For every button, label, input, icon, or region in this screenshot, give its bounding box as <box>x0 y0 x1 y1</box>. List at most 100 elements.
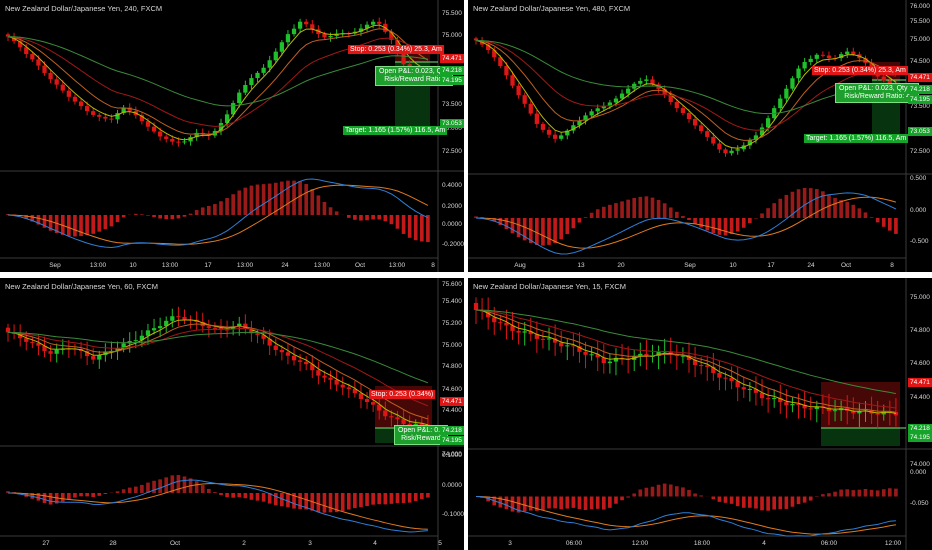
target-label: Target: 1.165 (1.57%) 116.5, Am <box>343 126 448 135</box>
candle <box>279 42 284 52</box>
macd-tick-label: 0.500 <box>910 175 927 182</box>
price-badge-entry: 74.218 <box>908 424 932 433</box>
candle <box>522 331 527 333</box>
candle <box>540 338 546 340</box>
price-tick-label: 75.500 <box>910 18 930 25</box>
macd-signal-line <box>475 196 897 249</box>
candle <box>881 76 886 81</box>
candle <box>304 21 309 25</box>
chart-pane-480[interactable]: 76.000 75.500 75.000 74.500 73.500 72.500 0.50… <box>468 0 932 272</box>
time-tick-label: 10 <box>129 262 137 269</box>
chart-15-svg[interactable]: 75.000 74.800 74.600 74.400 74.0000.000 -0.05… <box>468 278 932 550</box>
stop-zone <box>821 382 900 428</box>
candle <box>291 28 297 35</box>
candle <box>316 29 321 35</box>
candle <box>705 131 710 137</box>
candle <box>680 108 686 113</box>
candle <box>826 407 832 412</box>
price-tick-label: 76.000 <box>910 3 930 10</box>
candle <box>151 328 157 331</box>
chart-480-svg[interactable]: 76.000 75.500 75.000 74.500 73.500 72.500 0.50… <box>468 0 932 272</box>
candle <box>723 377 728 379</box>
candle <box>407 423 412 426</box>
time-tick-label: 13:00 <box>314 262 331 269</box>
candle <box>516 85 521 96</box>
candle <box>316 370 321 376</box>
candle <box>273 345 278 350</box>
candle <box>352 388 358 394</box>
candle <box>249 329 254 334</box>
candle <box>778 398 783 403</box>
price-tick-label: 75.600 <box>442 281 462 288</box>
candle <box>820 54 826 56</box>
candle <box>255 333 260 335</box>
candle <box>30 341 35 343</box>
candle <box>54 79 59 85</box>
candle <box>346 387 351 389</box>
time-tick-label: Sep <box>684 262 696 269</box>
candle <box>668 94 673 103</box>
candle <box>589 111 594 116</box>
time-tick-label: 13:00 <box>162 262 179 269</box>
price-tick-label: 73.500 <box>442 101 462 108</box>
candle <box>510 325 515 331</box>
candle <box>291 355 297 361</box>
candle <box>297 360 303 362</box>
moving-average-line <box>475 309 896 395</box>
candle <box>644 79 649 81</box>
chart-pane-60[interactable]: 75.600 75.400 75.200 75.000 74.800 74.600 74.4… <box>0 278 464 550</box>
open-pl-label: Open P&L: 0.023, Qty: 4 <box>839 85 916 92</box>
candle <box>170 316 175 321</box>
moving-average-line <box>7 24 429 141</box>
macd-signal-line <box>7 184 429 245</box>
time-tick-label: 13 <box>577 262 585 269</box>
open-pl-box: Open P&L: 0.0 Risk/Reward <box>394 425 448 445</box>
chart-240-svg[interactable]: 75.50075.00074.50073.50073.00072.5000.40… <box>0 0 464 272</box>
candle <box>784 88 789 99</box>
candle <box>498 322 503 324</box>
chart-60-svg[interactable]: 75.600 75.400 75.200 75.000 74.800 74.600 74.4… <box>0 278 464 550</box>
price-tick-label: 75.200 <box>442 320 462 327</box>
price-tick-label: 74.000 <box>442 451 462 458</box>
price-badge-pl: 74.195 <box>440 436 464 445</box>
candle <box>164 136 169 139</box>
price-badge-stop: 74.471 <box>908 378 932 387</box>
candle <box>778 98 783 109</box>
candle <box>158 131 163 137</box>
candle <box>759 392 765 399</box>
candle <box>127 107 132 111</box>
price-badge-pl: 74.195 <box>908 95 932 104</box>
candle <box>826 55 832 58</box>
candle <box>644 353 649 357</box>
candle <box>759 127 765 136</box>
candle <box>5 34 11 37</box>
time-tick-label: 24 <box>807 262 815 269</box>
price-tick-label: 75.500 <box>442 10 462 17</box>
candle <box>358 393 364 400</box>
chart-pane-240[interactable]: 75.50075.00074.50073.50073.00072.5000.40… <box>0 0 464 272</box>
candle <box>881 411 886 415</box>
moving-average-line <box>7 28 429 135</box>
time-tick-label: 3 <box>508 540 512 547</box>
candle <box>839 54 844 59</box>
price-badge-stop: 74.471 <box>440 54 464 63</box>
chart-pane-15[interactable]: 75.000 74.800 74.600 74.400 74.000 0.000 -0.05… <box>468 278 932 550</box>
open-pl-label: Open P&L: 0.023, Qty: <box>379 68 450 75</box>
candle <box>790 78 795 89</box>
candle <box>231 103 236 115</box>
candle <box>139 115 145 122</box>
candle <box>377 404 382 411</box>
candle <box>182 141 187 143</box>
candle <box>103 116 108 119</box>
macd-tick-label: 0.000 <box>910 207 927 214</box>
candle <box>534 334 539 339</box>
target-zone <box>821 428 900 446</box>
risk-reward-label: Risk/Reward Ratio: 4 <box>844 93 911 100</box>
candle <box>784 402 789 406</box>
candle <box>322 375 327 378</box>
candle <box>389 31 394 40</box>
candle <box>145 121 151 127</box>
price-tick-label: 74.800 <box>442 363 462 370</box>
candle <box>808 408 813 410</box>
candle <box>498 57 503 66</box>
